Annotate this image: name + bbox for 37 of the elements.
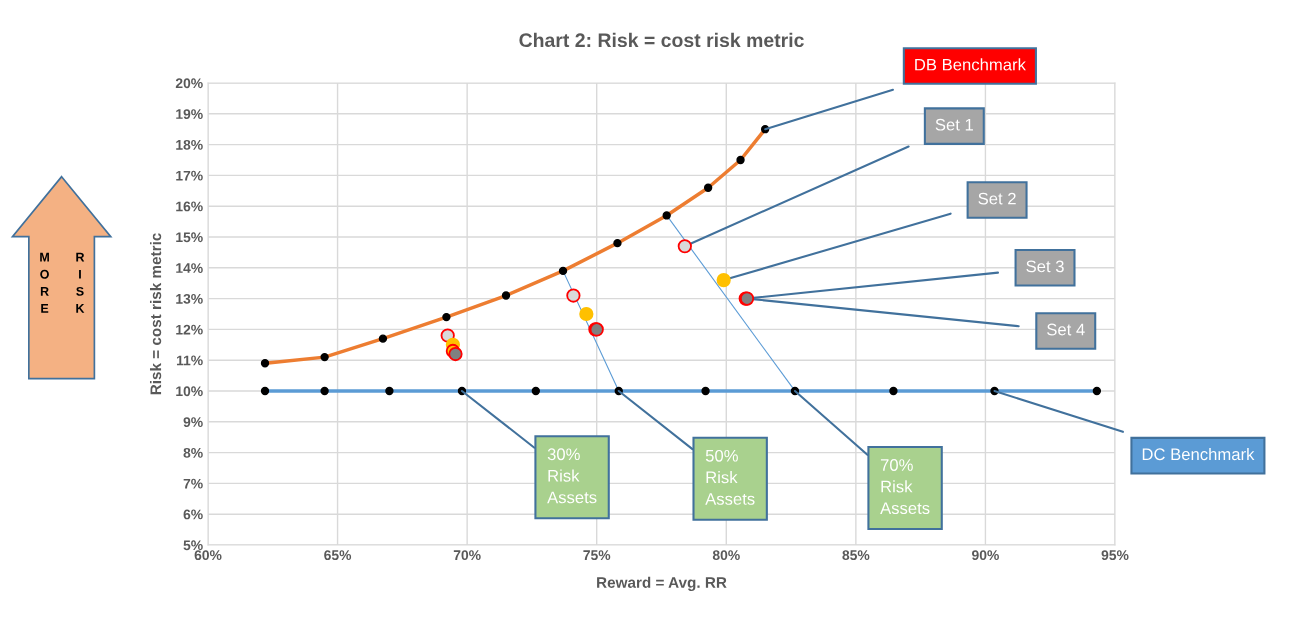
y-tick-label: 13%: [176, 293, 203, 304]
x-tick-label: 85%: [842, 550, 870, 561]
y-tick-label: 10%: [176, 386, 203, 397]
text: Set 4: [1047, 323, 1085, 336]
chart-title: Chart 2: Risk = cost risk metric: [519, 32, 804, 48]
y-tick-label: 15%: [176, 232, 203, 243]
y-tick-label: 8%: [183, 447, 203, 458]
y-tick-label: 6%: [183, 509, 203, 520]
y-tick-label: 19%: [176, 109, 203, 119]
y-tick-label: 7%: [183, 478, 203, 489]
text: Set 2: [978, 192, 1016, 205]
text: DC Benchmark: [1142, 447, 1255, 461]
y-tick-label: 20%: [175, 78, 203, 89]
y-axis-title: Risk = cost risk metric: [149, 233, 162, 395]
y-tick-label: 17%: [176, 170, 203, 181]
x-tick-label: 65%: [324, 550, 352, 561]
y-tick-label: 5%: [183, 540, 203, 551]
annotation: 30% Risk Assets: [547, 448, 597, 504]
x-tick-label: 60%: [194, 550, 222, 561]
x-axis-title: Reward = Avg. RR: [597, 576, 727, 592]
text: DB Benchmark: [915, 58, 1026, 71]
y-tick-label: 12%: [176, 324, 203, 335]
y-tick-label: 14%: [176, 263, 203, 273]
y-tick-label: 16%: [176, 201, 203, 212]
annotation: 70% Risk Assets: [880, 459, 930, 515]
text: Set 1: [935, 118, 973, 131]
y-tick-label: 11%: [176, 355, 203, 366]
y-tick-label: 18%: [176, 139, 203, 150]
text: Set 3: [1026, 260, 1064, 273]
x-tick-label: 80%: [712, 550, 740, 561]
annotation: 50% Risk Assets: [705, 449, 755, 505]
x-tick-label: 70%: [453, 550, 481, 561]
y-tick-label: 9%: [183, 417, 203, 427]
x-tick-label: 90%: [972, 550, 999, 561]
x-tick-label: 95%: [1101, 550, 1129, 561]
x-tick-label: 75%: [583, 550, 611, 561]
text: MORE RISK: [40, 252, 85, 313]
